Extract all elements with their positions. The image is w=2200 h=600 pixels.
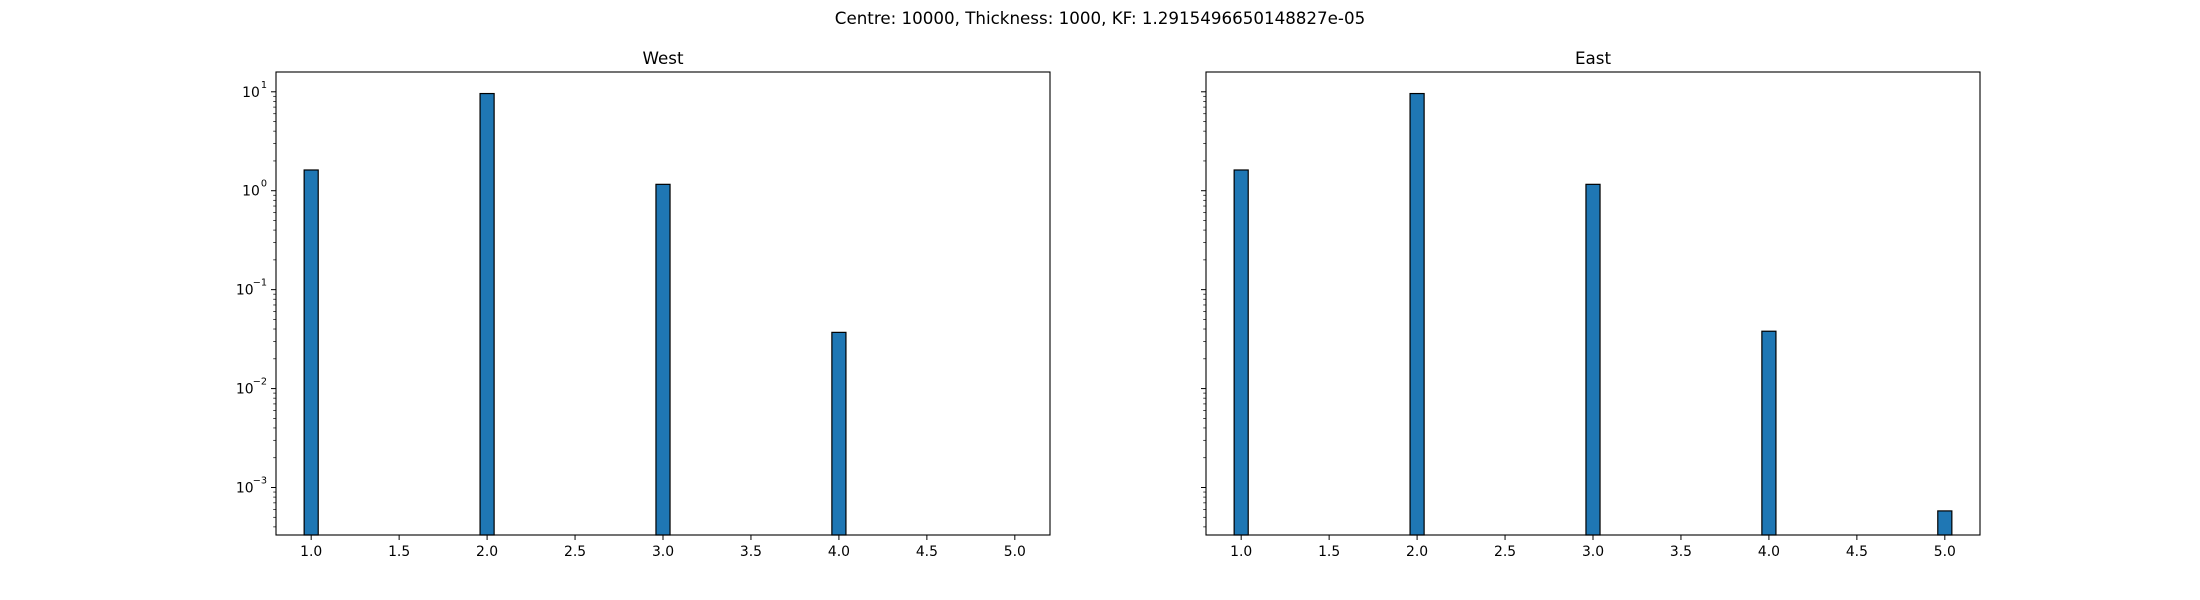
- x-tick-label: 3.0: [1582, 544, 1604, 560]
- x-tick-label: 2.0: [476, 544, 498, 560]
- x-tick-label: 3.0: [652, 544, 674, 560]
- y-tick-exponent: 1: [261, 80, 267, 91]
- y-tick-label: −110: [236, 278, 267, 299]
- bar-4: [831, 331, 847, 536]
- bar-1: [303, 169, 319, 536]
- y-tick-exponent: −2: [253, 377, 267, 388]
- x-tick-label: 4.5: [1846, 544, 1868, 560]
- x-tick-label: 4.5: [916, 544, 938, 560]
- x-tick-label: 5.0: [1934, 544, 1956, 560]
- y-tick-base: 10: [236, 481, 254, 497]
- panel-title: West: [642, 48, 683, 68]
- y-tick-label: −210: [236, 377, 267, 398]
- x-tick-label: 3.5: [1670, 544, 1692, 560]
- bar-3: [655, 183, 671, 536]
- panel-east: East 1.0 1.5 2.0 2.5 3.0 3.5 4.0 4.5 5.0: [1201, 48, 1981, 560]
- bar-1: [1233, 169, 1249, 536]
- y-tick-base: 10: [242, 85, 260, 101]
- x-tick-label: 1.0: [1230, 544, 1252, 560]
- bar-2: [1409, 92, 1425, 536]
- x-tick-label: 2.0: [1406, 544, 1428, 560]
- x-tick-label: 2.5: [564, 544, 586, 560]
- y-tick-exponent: −3: [253, 476, 267, 487]
- y-tick-exponent: 0: [261, 179, 267, 190]
- x-tick-label: 1.5: [1318, 544, 1340, 560]
- y-tick-base: 10: [236, 382, 254, 398]
- y-tick-base: 10: [236, 283, 254, 299]
- y-tick-label: −310: [236, 476, 267, 497]
- x-tick-label: 1.0: [300, 544, 322, 560]
- y-tick-label: 110: [242, 80, 267, 101]
- bar-5: [1937, 510, 1953, 536]
- x-tick-label: 1.5: [388, 544, 410, 560]
- x-tick-label: 2.5: [1494, 544, 1516, 560]
- panel-title: East: [1575, 48, 1611, 68]
- y-tick-label: 010: [242, 179, 267, 200]
- figure-suptitle: Centre: 10000, Thickness: 1000, KF: 1.29…: [835, 8, 1365, 28]
- bar-4: [1761, 330, 1777, 536]
- bar-3: [1585, 183, 1601, 536]
- x-tick-label: 3.5: [740, 544, 762, 560]
- x-tick-label: 4.0: [828, 544, 850, 560]
- y-tick-exponent: −1: [253, 278, 267, 289]
- x-tick-label: 5.0: [1004, 544, 1026, 560]
- bar-2: [479, 92, 495, 536]
- x-tick-label: 4.0: [1758, 544, 1780, 560]
- y-tick-base: 10: [242, 184, 260, 200]
